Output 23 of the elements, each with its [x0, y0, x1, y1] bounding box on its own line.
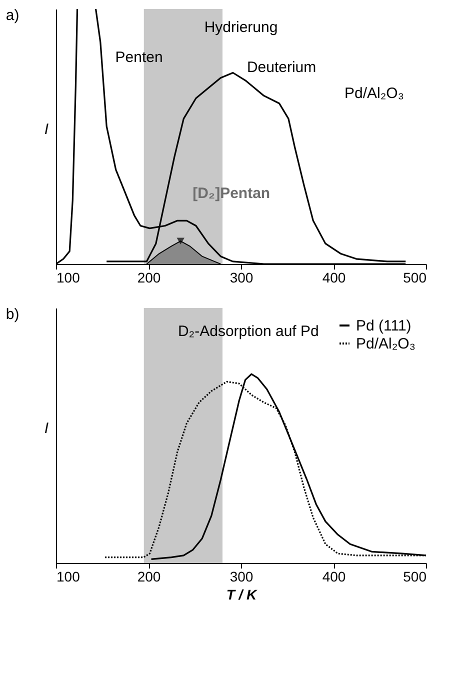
y-axis-title: I [44, 420, 49, 437]
x-tick-label: 100 [56, 270, 80, 286]
series-label: Deuterium [246, 58, 316, 76]
x-tick-label: 500 [403, 270, 427, 286]
x-tick-label: 500 [403, 568, 427, 584]
x-tick-label: 200 [137, 568, 161, 584]
text: [D₂]Pentan [192, 185, 270, 202]
chart-title: b) [6, 306, 20, 323]
annotation: Hydrierung [204, 18, 278, 36]
legend-label: Pd (111) [356, 318, 412, 334]
text: D₂-Adsorption auf Pd [178, 322, 319, 340]
x-tick-label: 200 [137, 270, 161, 286]
x-tick-label: 300 [230, 270, 254, 286]
x-axis-title: T / K [226, 586, 258, 602]
x-tick-label: 100 [56, 568, 80, 584]
x-tick-label: 300 [230, 568, 254, 584]
chart-title: a) [6, 7, 20, 24]
y-axis-title: I [44, 121, 49, 138]
annotation: Pd/Al₂O₃ [344, 85, 404, 102]
series-label: Penten [115, 49, 163, 66]
x-tick-label: 400 [322, 270, 346, 286]
x-tick-label: 400 [322, 568, 346, 584]
legend-label: Pd/Al₂O₃ [356, 336, 416, 352]
